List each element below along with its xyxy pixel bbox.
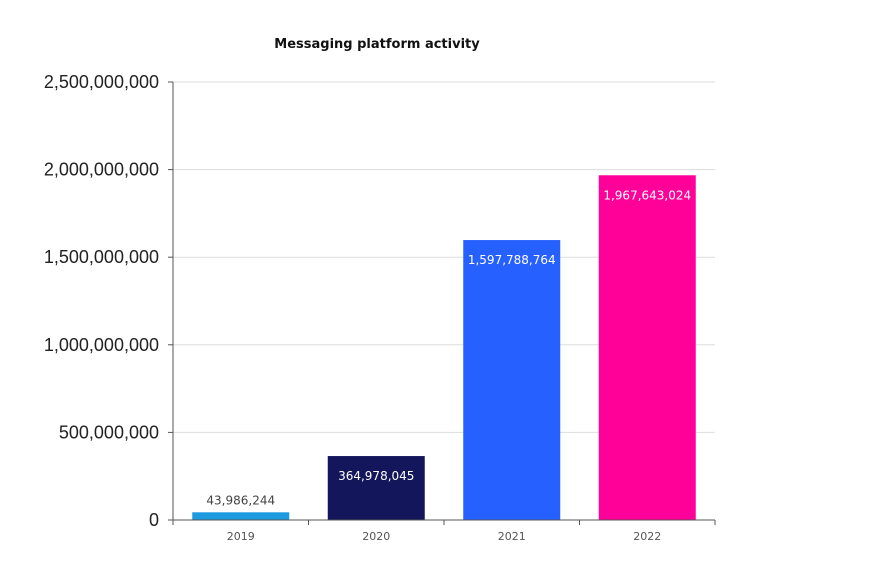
data-label: 43,986,244 — [206, 493, 275, 507]
x-axis-tick-labels: 2019 2020 2021 2022 — [227, 530, 662, 543]
data-label: 364,978,045 — [338, 469, 414, 483]
x-tick-label: 2020 — [362, 530, 390, 543]
data-label: 1,967,643,024 — [603, 188, 691, 202]
x-tick-label: 2021 — [498, 530, 526, 543]
bar-2021 — [463, 240, 561, 520]
y-axis-tick-labels: 0 500,000,000 1,000,000,000 1,500,000,000 2,… — [44, 72, 159, 530]
x-tick-label: 2022 — [633, 530, 661, 543]
axes — [168, 81, 716, 525]
bar-2019 — [192, 512, 290, 520]
bar-2022 — [598, 175, 696, 521]
chart-title: Messaging platform activity — [274, 37, 480, 52]
y-tick-label: 1,000,000,000 — [44, 335, 159, 355]
data-labels: 43,986,244 364,978,045 1,597,788,764 1,967,… — [206, 188, 691, 507]
y-tick-label: 500,000,000 — [59, 422, 159, 442]
y-tick-label: 1,500,000,000 — [44, 247, 159, 267]
data-label: 1,597,788,764 — [468, 253, 556, 267]
y-tick-label: 2,000,000,000 — [44, 160, 159, 180]
bars — [192, 175, 696, 521]
y-tick-label: 2,500,000,000 — [44, 72, 159, 92]
x-tick-label: 2019 — [227, 530, 255, 543]
y-tick-label: 0 — [149, 510, 159, 530]
bar-2020 — [327, 456, 425, 520]
